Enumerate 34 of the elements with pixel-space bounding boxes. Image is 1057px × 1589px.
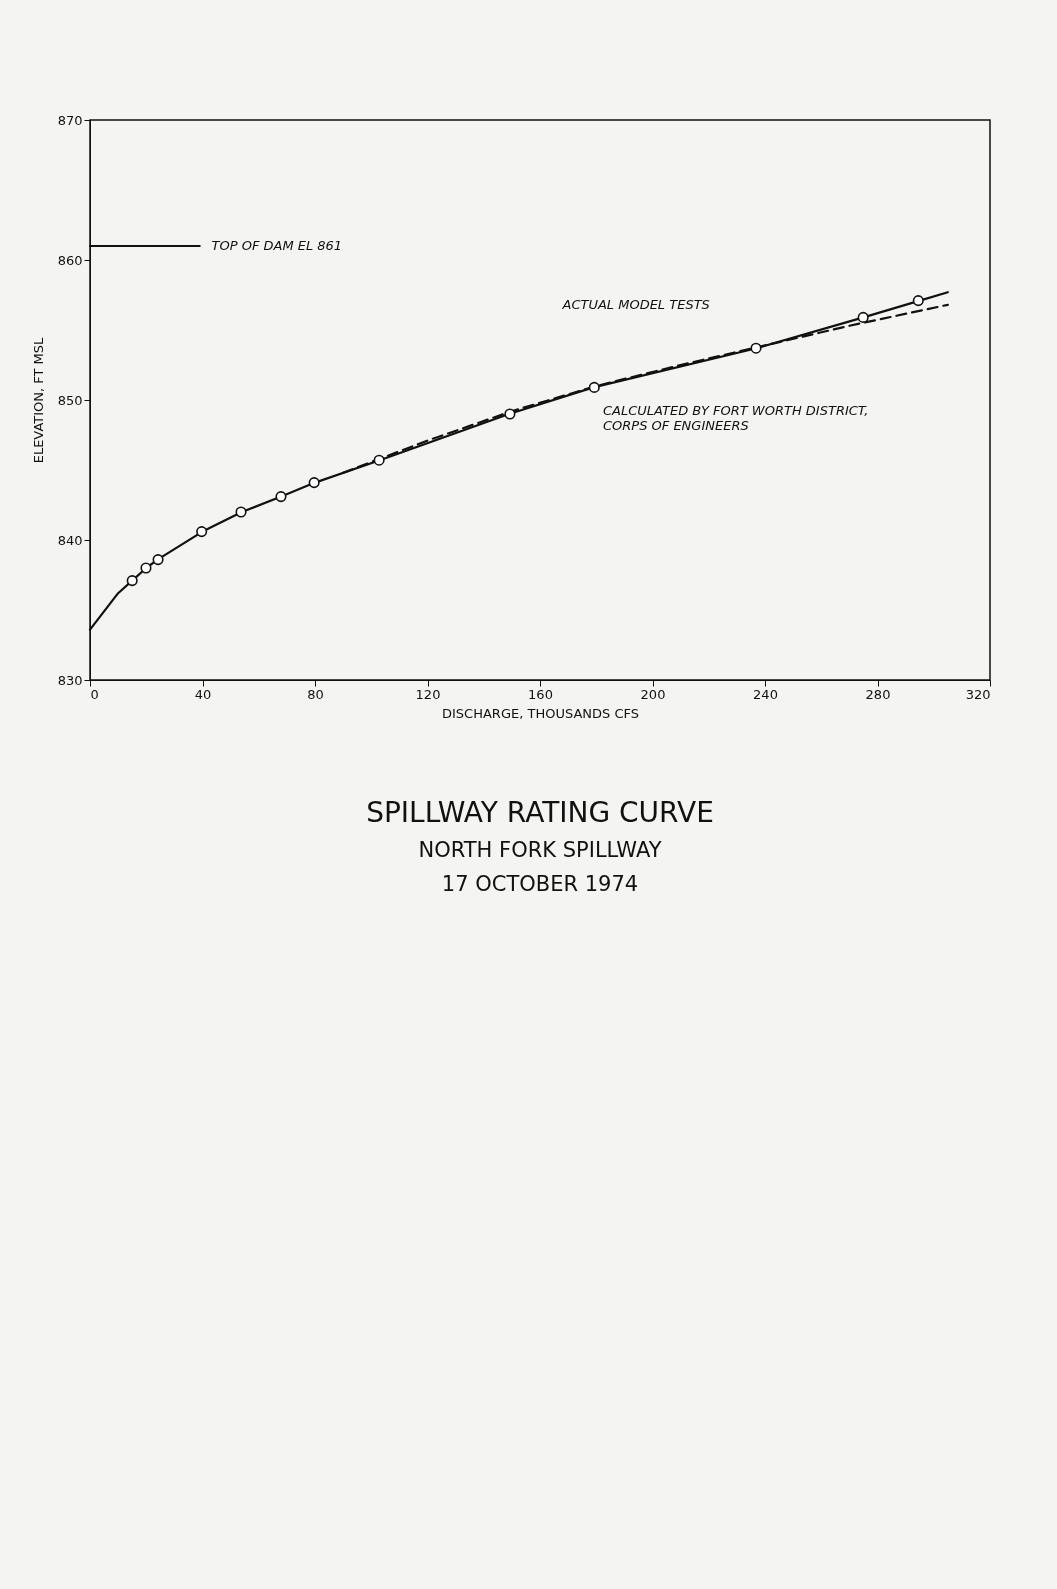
y-tick-label: 840 <box>57 532 83 548</box>
x-tick-label: 240 <box>753 686 778 702</box>
x-tick-label: 320 <box>965 686 991 702</box>
text: NORTH FORK SPILLWAY 17 OCTOBER 1974 <box>418 838 662 896</box>
x-tick-label: 80 <box>307 686 324 702</box>
x-tick-label: 160 <box>528 686 553 702</box>
point <box>750 342 762 354</box>
point <box>308 477 320 489</box>
point <box>126 575 138 587</box>
x-tick-label: 280 <box>865 686 891 702</box>
point <box>152 554 164 566</box>
x-tick-label: 40 <box>194 686 212 702</box>
text: SPILLWAY RATING CURVE <box>366 796 714 829</box>
point <box>373 454 385 466</box>
x-tick-label: 120 <box>415 686 441 702</box>
point <box>196 526 208 538</box>
x-tick-label: 200 <box>640 686 666 702</box>
y-tick-label: 860 <box>57 252 83 268</box>
x-axis-title: DISCHARGE, THOUSANDS CFS <box>442 705 639 721</box>
point <box>504 408 516 420</box>
point <box>140 562 152 574</box>
point <box>588 381 600 393</box>
annotation: TOP OF DAM EL 861 <box>211 238 343 253</box>
point <box>275 491 287 503</box>
y-tick-label: 850 <box>57 392 83 408</box>
point <box>857 311 869 323</box>
point <box>912 295 924 307</box>
annotation: ACTUAL MODEL TESTS <box>561 296 710 312</box>
point <box>235 506 247 518</box>
annotation: CALCULATED BY FORT WORTH DISTRICT, CORPS OF ENGINEERS <box>603 403 869 434</box>
x-tick-label: 0 <box>90 686 99 702</box>
y-tick-label: 830 <box>57 672 83 688</box>
y-tick-label: 870 <box>57 112 83 128</box>
y-axis-title: ELEVATION, FT MSL <box>30 336 46 464</box>
